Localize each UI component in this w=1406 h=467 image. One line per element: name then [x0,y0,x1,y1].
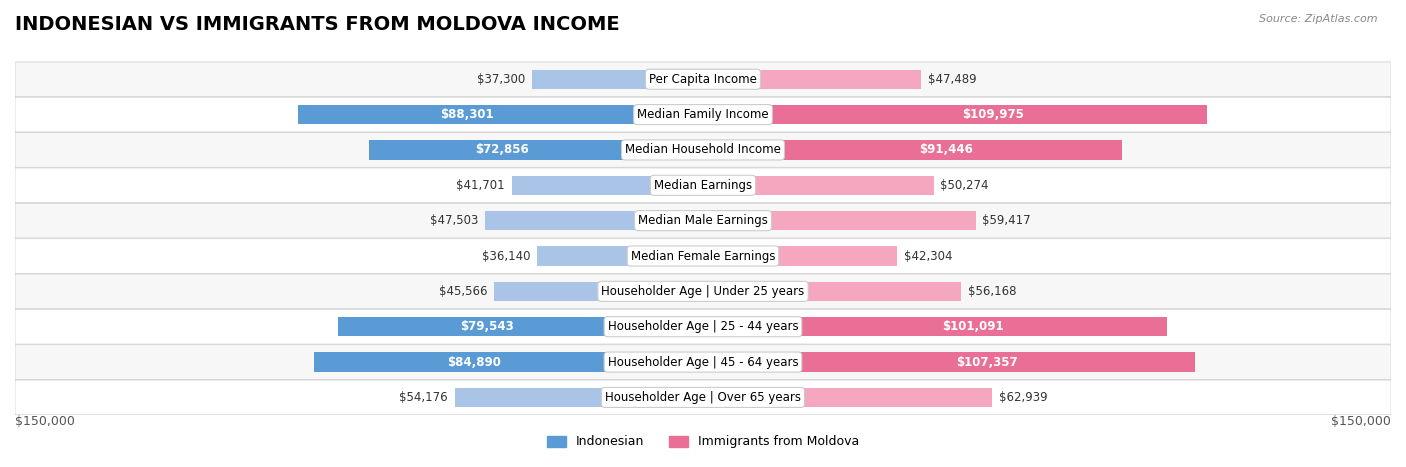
Text: Per Capita Income: Per Capita Income [650,73,756,86]
FancyBboxPatch shape [15,239,1391,273]
Bar [703,140,1122,160]
Bar [368,140,703,160]
Text: $62,939: $62,939 [998,391,1047,404]
Text: Median Family Income: Median Family Income [637,108,769,121]
Bar [703,176,934,195]
Text: $150,000: $150,000 [1331,415,1391,428]
Text: $150,000: $150,000 [15,415,75,428]
Text: $56,168: $56,168 [967,285,1017,298]
Text: $47,503: $47,503 [430,214,478,227]
Legend: Indonesian, Immigrants from Moldova: Indonesian, Immigrants from Moldova [541,431,865,453]
Text: $107,357: $107,357 [956,355,1018,368]
Text: Householder Age | Over 65 years: Householder Age | Over 65 years [605,391,801,404]
Bar [314,352,703,372]
FancyBboxPatch shape [15,345,1391,379]
FancyBboxPatch shape [15,203,1391,238]
Text: $37,300: $37,300 [477,73,524,86]
Bar [703,317,1167,336]
Text: INDONESIAN VS IMMIGRANTS FROM MOLDOVA INCOME: INDONESIAN VS IMMIGRANTS FROM MOLDOVA IN… [15,15,620,34]
Text: $42,304: $42,304 [904,249,952,262]
Bar [537,246,703,266]
FancyBboxPatch shape [15,97,1391,132]
Text: Median Household Income: Median Household Income [626,143,780,156]
FancyBboxPatch shape [15,168,1391,203]
Text: $41,701: $41,701 [456,179,505,192]
Text: $84,890: $84,890 [447,355,502,368]
Text: $109,975: $109,975 [962,108,1024,121]
Bar [703,388,991,407]
Bar [298,105,703,124]
Bar [703,246,897,266]
Bar [703,70,921,89]
Bar [703,352,1195,372]
Bar [454,388,703,407]
Text: Median Male Earnings: Median Male Earnings [638,214,768,227]
Text: Median Female Earnings: Median Female Earnings [631,249,775,262]
Bar [703,211,976,230]
Text: $45,566: $45,566 [439,285,486,298]
FancyBboxPatch shape [15,62,1391,97]
Text: Source: ZipAtlas.com: Source: ZipAtlas.com [1260,14,1378,24]
Bar [512,176,703,195]
Text: $36,140: $36,140 [482,249,530,262]
FancyBboxPatch shape [15,133,1391,167]
Text: Householder Age | 25 - 44 years: Householder Age | 25 - 44 years [607,320,799,333]
Text: $79,543: $79,543 [460,320,513,333]
Bar [531,70,703,89]
Bar [703,282,960,301]
Bar [494,282,703,301]
Text: $101,091: $101,091 [942,320,1004,333]
Bar [485,211,703,230]
Text: $72,856: $72,856 [475,143,529,156]
Text: Householder Age | 45 - 64 years: Householder Age | 45 - 64 years [607,355,799,368]
Text: $50,274: $50,274 [941,179,988,192]
Text: $91,446: $91,446 [920,143,973,156]
Text: $54,176: $54,176 [399,391,447,404]
FancyBboxPatch shape [15,310,1391,344]
Text: $47,489: $47,489 [928,73,976,86]
Bar [339,317,703,336]
Bar [703,105,1208,124]
FancyBboxPatch shape [15,380,1391,415]
Text: Householder Age | Under 25 years: Householder Age | Under 25 years [602,285,804,298]
FancyBboxPatch shape [15,274,1391,309]
Text: Median Earnings: Median Earnings [654,179,752,192]
Text: $59,417: $59,417 [983,214,1031,227]
Text: $88,301: $88,301 [440,108,494,121]
